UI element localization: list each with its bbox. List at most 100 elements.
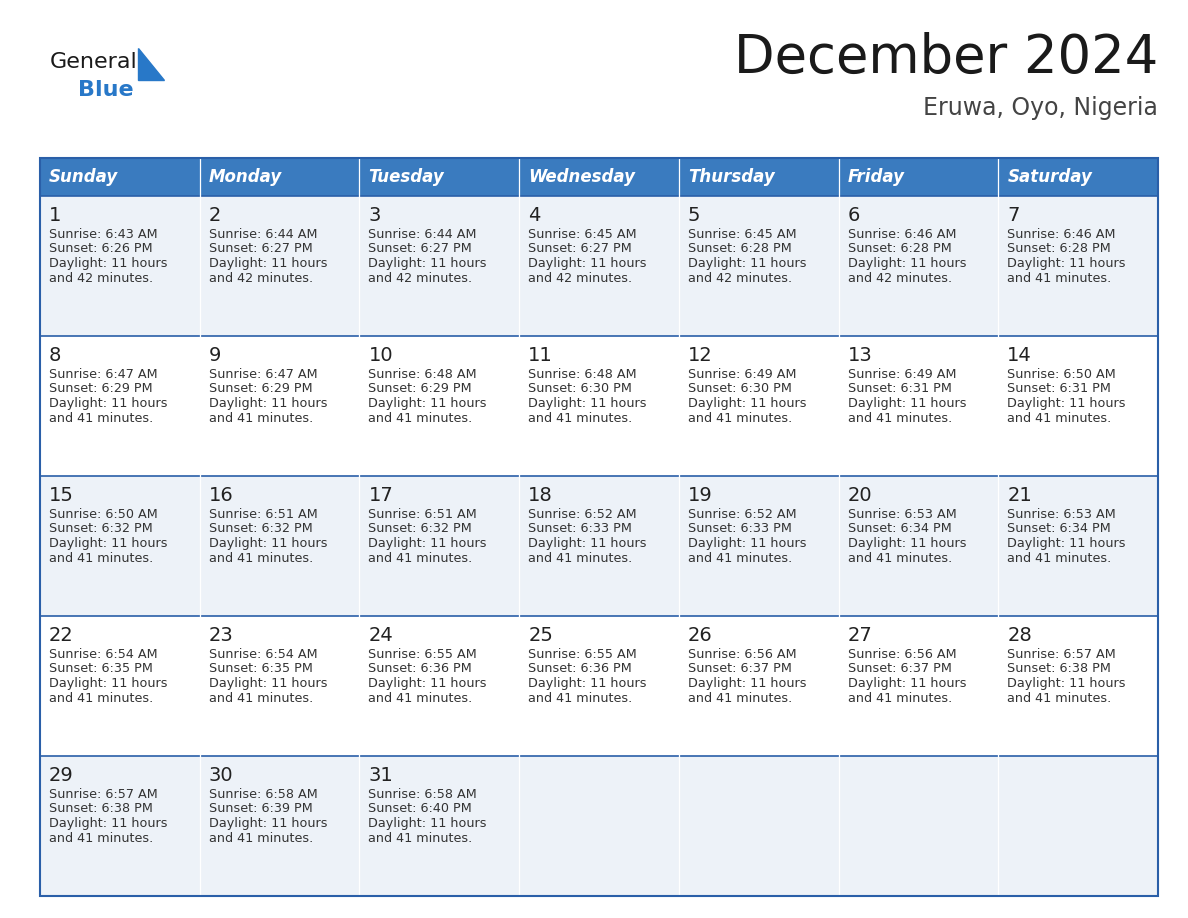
Bar	[40, 616, 1158, 756]
Text: Sunrise: 6:45 AM: Sunrise: 6:45 AM	[688, 228, 796, 241]
Text: Daylight: 11 hours: Daylight: 11 hours	[847, 257, 966, 270]
Text: Daylight: 11 hours: Daylight: 11 hours	[1007, 397, 1126, 410]
Text: and 41 minutes.: and 41 minutes.	[847, 691, 952, 704]
Bar	[519, 158, 678, 196]
Text: Sunset: 6:36 PM: Sunset: 6:36 PM	[529, 663, 632, 676]
Text: and 41 minutes.: and 41 minutes.	[688, 411, 792, 424]
Bar	[839, 158, 998, 196]
Text: Daylight: 11 hours: Daylight: 11 hours	[847, 397, 966, 410]
Text: Daylight: 11 hours: Daylight: 11 hours	[1007, 677, 1126, 690]
Text: Tuesday: Tuesday	[368, 168, 444, 186]
Text: 7: 7	[1007, 206, 1019, 225]
Text: and 42 minutes.: and 42 minutes.	[209, 272, 312, 285]
Text: Sunset: 6:30 PM: Sunset: 6:30 PM	[529, 383, 632, 396]
Text: Daylight: 11 hours: Daylight: 11 hours	[209, 537, 327, 550]
Bar	[40, 756, 1158, 896]
Text: Daylight: 11 hours: Daylight: 11 hours	[209, 677, 327, 690]
Text: and 42 minutes.: and 42 minutes.	[847, 272, 952, 285]
Text: Sunrise: 6:50 AM: Sunrise: 6:50 AM	[49, 508, 158, 521]
Text: and 41 minutes.: and 41 minutes.	[847, 552, 952, 565]
Bar	[678, 158, 839, 196]
Text: and 41 minutes.: and 41 minutes.	[49, 411, 153, 424]
Text: Daylight: 11 hours: Daylight: 11 hours	[1007, 257, 1126, 270]
Text: and 41 minutes.: and 41 minutes.	[209, 691, 312, 704]
Text: Sunset: 6:27 PM: Sunset: 6:27 PM	[368, 242, 472, 255]
Text: Daylight: 11 hours: Daylight: 11 hours	[49, 257, 168, 270]
Text: General: General	[50, 52, 138, 72]
Text: Sunset: 6:34 PM: Sunset: 6:34 PM	[847, 522, 952, 535]
Text: Sunrise: 6:45 AM: Sunrise: 6:45 AM	[529, 228, 637, 241]
Text: Sunrise: 6:58 AM: Sunrise: 6:58 AM	[368, 788, 478, 801]
Text: 19: 19	[688, 486, 713, 505]
Text: 9: 9	[209, 346, 221, 365]
Text: and 41 minutes.: and 41 minutes.	[847, 411, 952, 424]
Text: Sunset: 6:35 PM: Sunset: 6:35 PM	[209, 663, 312, 676]
Text: Sunrise: 6:48 AM: Sunrise: 6:48 AM	[368, 368, 478, 381]
Text: 6: 6	[847, 206, 860, 225]
Text: Daylight: 11 hours: Daylight: 11 hours	[49, 677, 168, 690]
Text: Daylight: 11 hours: Daylight: 11 hours	[368, 677, 487, 690]
Text: Sunset: 6:28 PM: Sunset: 6:28 PM	[688, 242, 791, 255]
Polygon shape	[138, 48, 164, 80]
Text: Sunrise: 6:53 AM: Sunrise: 6:53 AM	[1007, 508, 1116, 521]
Text: Sunday: Sunday	[49, 168, 119, 186]
Text: 10: 10	[368, 346, 393, 365]
Text: Sunset: 6:28 PM: Sunset: 6:28 PM	[847, 242, 952, 255]
Text: 21: 21	[1007, 486, 1032, 505]
Bar	[360, 158, 519, 196]
Text: and 41 minutes.: and 41 minutes.	[1007, 272, 1112, 285]
Text: 17: 17	[368, 486, 393, 505]
Text: Eruwa, Oyo, Nigeria: Eruwa, Oyo, Nigeria	[923, 96, 1158, 120]
Text: Sunrise: 6:56 AM: Sunrise: 6:56 AM	[847, 648, 956, 661]
Text: Sunrise: 6:52 AM: Sunrise: 6:52 AM	[688, 508, 796, 521]
Text: December 2024: December 2024	[734, 32, 1158, 84]
Text: Thursday: Thursday	[688, 168, 775, 186]
Text: and 41 minutes.: and 41 minutes.	[49, 552, 153, 565]
Text: Sunrise: 6:57 AM: Sunrise: 6:57 AM	[1007, 648, 1116, 661]
Text: Daylight: 11 hours: Daylight: 11 hours	[368, 817, 487, 830]
Text: and 41 minutes.: and 41 minutes.	[1007, 691, 1112, 704]
Bar	[40, 158, 200, 196]
Text: 16: 16	[209, 486, 234, 505]
Text: Sunrise: 6:50 AM: Sunrise: 6:50 AM	[1007, 368, 1116, 381]
Text: Sunset: 6:40 PM: Sunset: 6:40 PM	[368, 802, 472, 815]
Text: and 41 minutes.: and 41 minutes.	[368, 691, 473, 704]
Text: and 41 minutes.: and 41 minutes.	[688, 691, 792, 704]
Text: and 41 minutes.: and 41 minutes.	[368, 411, 473, 424]
Text: and 41 minutes.: and 41 minutes.	[688, 552, 792, 565]
Text: Sunrise: 6:47 AM: Sunrise: 6:47 AM	[49, 368, 158, 381]
Text: and 41 minutes.: and 41 minutes.	[529, 552, 632, 565]
Text: 22: 22	[49, 626, 74, 645]
Text: Sunrise: 6:57 AM: Sunrise: 6:57 AM	[49, 788, 158, 801]
Text: Daylight: 11 hours: Daylight: 11 hours	[847, 537, 966, 550]
Bar	[998, 158, 1158, 196]
Text: Daylight: 11 hours: Daylight: 11 hours	[49, 817, 168, 830]
Text: 31: 31	[368, 766, 393, 785]
Text: Sunrise: 6:47 AM: Sunrise: 6:47 AM	[209, 368, 317, 381]
Text: 29: 29	[49, 766, 74, 785]
Text: 28: 28	[1007, 626, 1032, 645]
Text: Sunset: 6:30 PM: Sunset: 6:30 PM	[688, 383, 791, 396]
Text: Daylight: 11 hours: Daylight: 11 hours	[1007, 537, 1126, 550]
Text: and 41 minutes.: and 41 minutes.	[209, 552, 312, 565]
Text: Sunrise: 6:54 AM: Sunrise: 6:54 AM	[209, 648, 317, 661]
Text: Daylight: 11 hours: Daylight: 11 hours	[688, 257, 807, 270]
Text: Blue: Blue	[78, 80, 133, 100]
Text: Daylight: 11 hours: Daylight: 11 hours	[529, 677, 646, 690]
Text: and 41 minutes.: and 41 minutes.	[1007, 411, 1112, 424]
Text: Sunset: 6:29 PM: Sunset: 6:29 PM	[209, 383, 312, 396]
Text: 3: 3	[368, 206, 381, 225]
Text: Daylight: 11 hours: Daylight: 11 hours	[209, 257, 327, 270]
Text: Sunrise: 6:43 AM: Sunrise: 6:43 AM	[49, 228, 158, 241]
Text: 13: 13	[847, 346, 872, 365]
Text: Sunset: 6:37 PM: Sunset: 6:37 PM	[688, 663, 791, 676]
Text: 23: 23	[209, 626, 234, 645]
Text: Sunset: 6:37 PM: Sunset: 6:37 PM	[847, 663, 952, 676]
Text: 4: 4	[529, 206, 541, 225]
Text: Sunrise: 6:56 AM: Sunrise: 6:56 AM	[688, 648, 796, 661]
Text: Daylight: 11 hours: Daylight: 11 hours	[529, 257, 646, 270]
Text: and 41 minutes.: and 41 minutes.	[368, 552, 473, 565]
Bar	[40, 476, 1158, 616]
Text: and 42 minutes.: and 42 minutes.	[368, 272, 473, 285]
Text: Daylight: 11 hours: Daylight: 11 hours	[688, 537, 807, 550]
